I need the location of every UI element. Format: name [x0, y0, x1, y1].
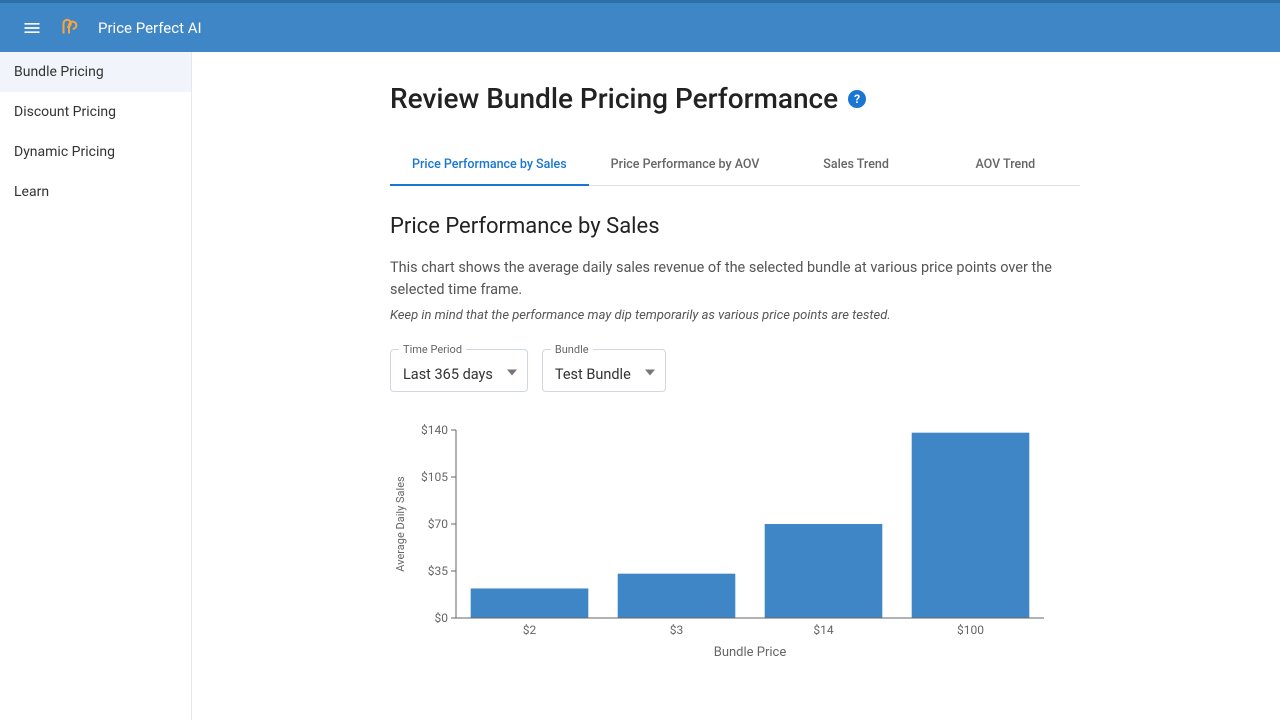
main-content: Review Bundle Pricing Performance ? Pric… — [192, 52, 1280, 720]
section-title: Price Performance by Sales — [390, 214, 1080, 239]
svg-text:$70: $70 — [428, 517, 448, 531]
filter-row: Time Period Last 365 days Bundle Test Bu… — [390, 349, 1080, 392]
page-title-row: Review Bundle Pricing Performance ? — [390, 82, 1080, 115]
svg-text:$0: $0 — [435, 611, 449, 625]
svg-text:$2: $2 — [523, 623, 537, 637]
app-logo — [58, 17, 80, 39]
tab-sales-trend[interactable]: Sales Trend — [781, 145, 930, 185]
help-icon[interactable]: ? — [848, 90, 866, 108]
caret-down-icon — [645, 361, 655, 380]
caret-down-icon — [507, 361, 517, 380]
svg-text:$35: $35 — [428, 564, 448, 578]
svg-text:Average Daily Sales: Average Daily Sales — [394, 476, 407, 572]
svg-text:Bundle Price: Bundle Price — [714, 645, 787, 660]
tab-price-performance-aov[interactable]: Price Performance by AOV — [589, 145, 782, 185]
time-period-value: Last 365 days — [403, 366, 493, 383]
bundle-label: Bundle — [551, 343, 593, 356]
sidebar-item-discount-pricing[interactable]: Discount Pricing — [0, 92, 191, 132]
time-period-label: Time Period — [399, 343, 466, 356]
sidebar-item-learn[interactable]: Learn — [0, 172, 191, 212]
svg-text:$3: $3 — [670, 623, 684, 637]
logo-icon — [58, 17, 80, 39]
tab-aov-trend[interactable]: AOV Trend — [931, 145, 1080, 185]
bundle-select[interactable]: Bundle Test Bundle — [542, 349, 666, 392]
section-description: This chart shows the average daily sales… — [390, 257, 1080, 302]
svg-text:$14: $14 — [813, 623, 833, 637]
tabs: Price Performance by Sales Price Perform… — [390, 145, 1080, 186]
tab-price-performance-sales[interactable]: Price Performance by Sales — [390, 145, 589, 186]
time-period-select[interactable]: Time Period Last 365 days — [390, 349, 528, 392]
sidebar-item-dynamic-pricing[interactable]: Dynamic Pricing — [0, 132, 191, 172]
chart-container: $0 $35 $70 $105 $140 $2 $3 $14 $100 Bundle Price A… — [390, 420, 1080, 660]
svg-text:$100: $100 — [957, 623, 984, 637]
app-title: Price Perfect AI — [98, 19, 202, 37]
hamburger-icon — [22, 18, 42, 38]
section-note: Keep in mind that the performance may di… — [390, 308, 1080, 323]
sidebar: Bundle Pricing Discount Pricing Dynamic … — [0, 52, 192, 720]
price-performance-chart: $0 $35 $70 $105 $140 $2 $3 $14 $100 Bundle Price A… — [390, 420, 1050, 660]
app-bar: Price Perfect AI — [0, 0, 1280, 52]
bundle-value: Test Bundle — [555, 366, 631, 383]
svg-text:$105: $105 — [421, 470, 448, 484]
menu-button[interactable] — [16, 12, 48, 44]
page-title: Review Bundle Pricing Performance — [390, 82, 838, 115]
sidebar-item-bundle-pricing[interactable]: Bundle Pricing — [0, 52, 191, 92]
svg-text:$140: $140 — [421, 423, 448, 437]
